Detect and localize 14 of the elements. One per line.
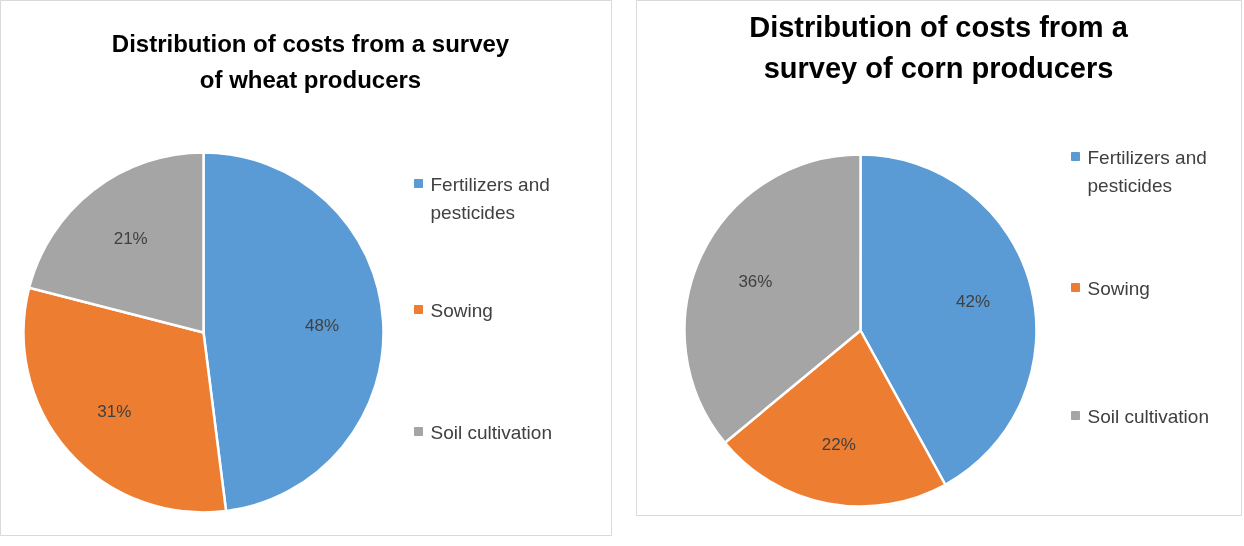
- data-label: 22%: [821, 435, 856, 455]
- chart-title: Distribution of costs from a survey of corn producers: [749, 10, 1129, 85]
- legend-label: Soil cultivation: [1087, 405, 1209, 427]
- data-label: 36%: [738, 271, 773, 291]
- data-label: 31%: [97, 401, 132, 421]
- legend-label: Fertilizers and pesticides: [1087, 146, 1207, 196]
- legend-label: Sowing: [430, 299, 493, 321]
- chart-title: Distribution of costs from a survey of wheat producers: [111, 30, 510, 93]
- data-label: 42%: [956, 292, 991, 312]
- legend-label: Sowing: [1087, 277, 1150, 299]
- legend-label: Fertilizers and pesticides: [430, 173, 550, 223]
- legend-label: Soil cultivation: [430, 421, 552, 443]
- data-label: 21%: [113, 229, 148, 249]
- data-label: 48%: [305, 315, 340, 335]
